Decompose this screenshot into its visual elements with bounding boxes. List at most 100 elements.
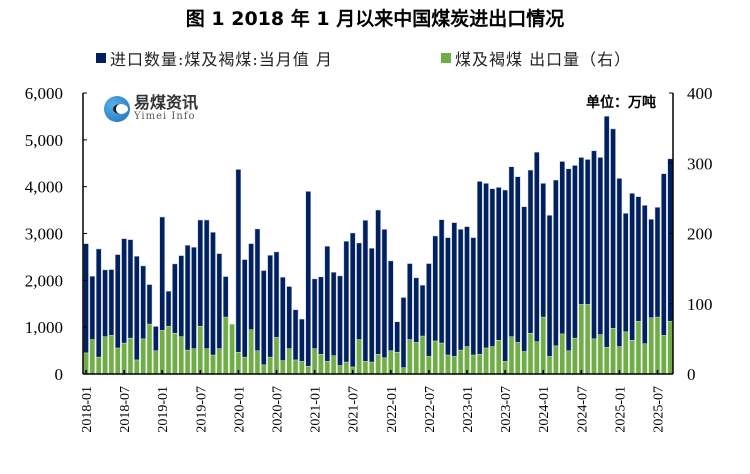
bar-exports [191,348,197,375]
bar-imports [470,237,477,375]
bar-exports [286,348,292,375]
bar-imports [546,215,553,375]
bar-exports [540,316,546,375]
x-tick-label: 2019-07 [194,386,209,433]
x-tick-label: 2018-07 [118,386,133,433]
bar-exports [489,346,496,375]
left-tick-label: 4,000 [25,178,63,197]
bar-exports [553,345,559,375]
bar-imports [235,169,242,375]
bar-exports [407,339,413,375]
x-tick-label: 2024-07 [575,386,590,433]
bar-imports [483,183,489,375]
bar-exports [375,354,381,375]
bar-exports [432,340,438,375]
chart-title: 图 1 2018 年 1 月以来中国煤炭进出口情况 [185,8,565,30]
bar-exports [222,316,229,375]
bar-exports [216,348,223,375]
bar-imports [603,115,610,375]
bar-imports [305,191,311,375]
bar-imports [375,209,381,375]
bar-exports [635,321,642,375]
bar-exports [134,359,140,375]
x-tick-label: 2020-01 [232,386,247,433]
bar-exports [572,337,578,375]
bar-exports [343,361,350,375]
bar-imports [95,248,102,375]
x-tick-label: 2022-07 [423,386,438,433]
bar-imports [343,241,350,375]
bar-exports [470,354,477,375]
bar-imports [324,246,331,375]
bar-imports [242,259,248,375]
bar-exports [127,337,134,375]
bar-imports [445,237,451,375]
bar-exports [584,304,591,375]
bar-imports [489,188,496,375]
bar-exports [527,333,534,375]
bar-exports [591,338,597,375]
bar-exports [369,361,375,375]
bar-exports [248,329,254,375]
bar-exports [597,334,604,375]
bar-exports [515,342,521,375]
bar-exports [280,360,286,375]
x-tick-label: 2020-07 [271,386,286,433]
bar-imports [210,232,216,375]
bar-exports [521,351,527,375]
bar-exports [102,336,108,375]
bar-exports [292,359,299,375]
bar-imports [337,275,343,375]
left-tick-label: 6,000 [25,84,63,103]
legend-swatch-exports [441,53,451,63]
bar-imports [381,229,388,375]
bar-exports [610,328,616,375]
bar-exports [661,335,667,375]
bar-exports [178,336,184,375]
bar-exports [121,342,127,375]
legend-label-exports: 煤及褐煤 出口量（右） [455,50,632,69]
bar-imports [369,248,375,375]
bar-exports [108,335,115,375]
bar-exports [394,351,400,375]
bar-exports [203,348,210,375]
bar-exports [172,333,178,375]
bar-imports [280,276,286,375]
bar-exports [464,346,470,375]
bar-imports [349,232,356,375]
bar-exports [267,356,273,375]
bar-exports [184,349,191,375]
bar-imports [261,270,267,375]
left-tick-label: 5,000 [25,131,63,150]
bar-exports [565,350,572,375]
bar-exports [496,340,502,375]
legend-label-imports: 进口数量:煤及褐煤:当月值 月 [110,50,333,69]
bar-imports [134,256,140,375]
logo: 易煤资讯 Yimei Info [104,95,198,122]
legend-swatch-imports [96,53,106,63]
bar-imports [553,179,559,375]
bar-exports [318,354,324,375]
bar-exports [210,354,216,375]
bar-exports [438,342,445,375]
bar-exports [445,354,451,375]
bar-exports [356,339,362,375]
bar-exports [115,347,121,375]
bar-exports [254,350,261,375]
bar-exports [623,331,629,375]
bar-exports [546,356,553,375]
bar-exports [648,317,654,375]
bar-exports [667,321,673,375]
bar-exports [508,336,515,375]
legend-item-imports: 进口数量:煤及褐煤:当月值 月 [96,46,333,70]
x-tick-label: 2021-07 [347,386,362,433]
bar-exports [89,339,96,375]
bar-exports [330,355,337,375]
right-tick-label: 0 [687,365,696,384]
bar-exports [95,356,102,375]
bar-exports [242,356,248,375]
bar-exports [165,325,172,375]
x-tick-label: 2019-01 [156,386,171,433]
left-tick-label: 1,000 [25,318,63,337]
